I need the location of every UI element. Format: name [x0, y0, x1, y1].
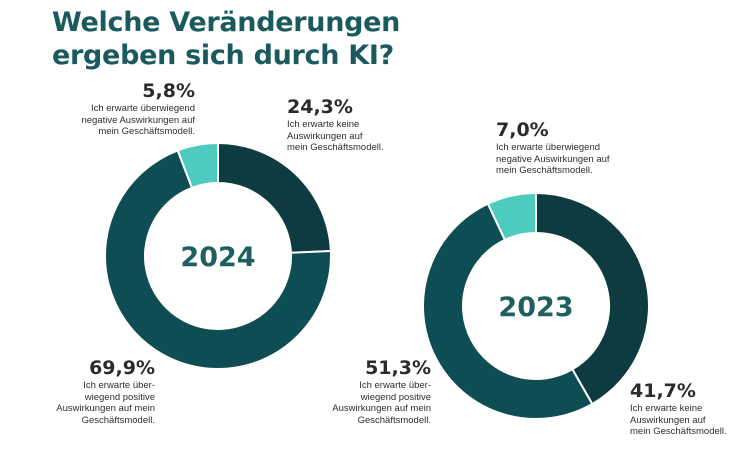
percent-2024-keine: 24,3% — [287, 96, 353, 118]
percent-2024-positive: 69,9% — [89, 357, 155, 379]
center-year-label-2023: 2023 — [498, 292, 573, 323]
center-year-label-2024: 2024 — [180, 242, 255, 273]
chart-title: Welche Veränderungen ergeben sich durch … — [52, 6, 400, 72]
desc-line: mein Geschäftsmodell. — [496, 165, 593, 176]
label-2024-negative: 5,8% Ich erwarte überwiegend negative Au… — [80, 80, 195, 138]
desc-line: mein Geschäftsmodell. — [630, 426, 727, 437]
desc-line: negative Auswirkungen auf — [81, 114, 195, 126]
donut-slice-2024-keine — [217, 141, 332, 254]
donut-slice-2024-positive — [104, 149, 332, 370]
desc-line: Auswirkungen auf mein — [332, 403, 431, 414]
label-2023-negative: 7,0% Ich erwarte überwiegend negative Au… — [496, 119, 626, 177]
desc-line: mein Geschäftsmodell. — [287, 142, 384, 153]
percent-2023-positive: 51,3% — [365, 357, 431, 379]
label-2024-positive: 69,9% Ich erwarte über- wiegend positive… — [40, 357, 155, 426]
desc-line: negative Auswirkungen auf — [496, 153, 610, 165]
label-2023-positive: 51,3% Ich erwarte über- wiegend positive… — [316, 357, 431, 426]
title-line-1: Welche Veränderungen — [52, 7, 401, 38]
desc-line: Ich erwarte überwiegend — [90, 103, 195, 114]
percent-2024-negative: 5,8% — [142, 80, 195, 102]
donut-slice-2023-keine — [535, 191, 650, 406]
desc-line: Ich erwarte über- — [359, 380, 431, 391]
donut-slice-2024-negative — [176, 141, 219, 190]
percent-2023-negative: 7,0% — [496, 119, 549, 141]
desc-line: Auswirkungen auf mein — [56, 403, 155, 414]
label-2023-keine: 41,7% Ich erwarte keine Auswirkungen auf… — [630, 380, 745, 438]
label-2024-keine: 24,3% Ich erwarte keine Auswirkungen auf… — [287, 96, 407, 154]
donut-slice-2023-negative — [486, 191, 537, 242]
desc-line: Auswirkungen auf — [630, 414, 706, 426]
desc-line: wiegend positive — [84, 391, 155, 403]
donut-slice-2023-positive — [422, 202, 594, 420]
desc-line: Ich erwarte keine — [630, 403, 703, 414]
percent-2023-keine: 41,7% — [630, 380, 696, 402]
desc-line: Geschäftsmodell. — [81, 414, 155, 426]
desc-line: wiegend positive — [360, 391, 431, 403]
desc-line: Auswirkungen auf — [287, 130, 363, 142]
title-line-2: ergeben sich durch KI? — [52, 40, 395, 71]
desc-line: Geschäftsmodell. — [357, 414, 431, 426]
desc-line: Ich erwarte keine — [287, 119, 360, 130]
desc-line: mein Geschäftsmodell. — [98, 126, 195, 137]
desc-line: Ich erwarte überwiegend — [496, 142, 601, 153]
desc-line: Ich erwarte über- — [83, 380, 155, 391]
